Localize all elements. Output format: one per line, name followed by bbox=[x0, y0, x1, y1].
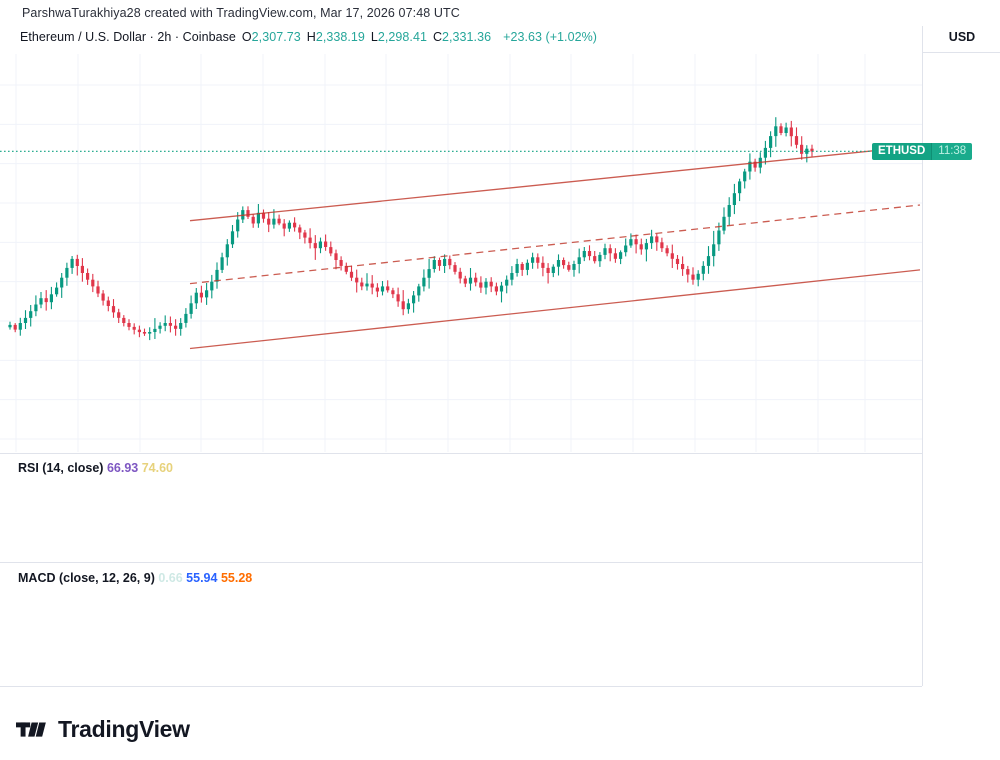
price-scale-currency: USD bbox=[948, 30, 976, 44]
macd-title: MACD (close, 12, 26, 9) bbox=[18, 571, 155, 585]
macd-value: 55.94 bbox=[186, 571, 218, 585]
high-key: H bbox=[306, 30, 316, 44]
tradingview-wordmark: TradingView bbox=[58, 716, 190, 742]
rsi-value: 66.93 bbox=[106, 461, 139, 475]
rsi-ma-value: 74.60 bbox=[141, 461, 173, 475]
close-key: C bbox=[432, 30, 443, 44]
rsi-title: RSI (14, close) bbox=[18, 461, 104, 475]
price-pane bbox=[0, 54, 922, 452]
symbol-description: Ethereum / U.S. Dollar · 2h · Coinbase bbox=[20, 30, 236, 44]
price-chart-svg bbox=[0, 54, 922, 452]
rsi-pane-divider bbox=[0, 453, 922, 454]
close-value: 2,331.36 bbox=[442, 30, 492, 44]
chart-legend: Ethereum / U.S. Dollar · 2h · Coinbase O2… bbox=[20, 30, 597, 44]
attribution-text: ParshwaTurakhiya28 created with TradingV… bbox=[22, 6, 460, 20]
change-value: +23.63 (+1.02%) bbox=[503, 30, 597, 44]
macd-title-row: MACD (close, 12, 26, 9) 0.66 55.94 55.28 bbox=[18, 571, 252, 585]
low-key: L bbox=[370, 30, 378, 44]
macd-pane-divider bbox=[0, 562, 922, 563]
high-value: 2,338.19 bbox=[315, 30, 365, 44]
open-value: 2,307.73 bbox=[251, 30, 301, 44]
footer-branding: TradingView bbox=[16, 716, 190, 743]
price-tag-symbol: ETHUSD bbox=[872, 142, 932, 160]
time-axis[interactable] bbox=[0, 686, 922, 712]
open-key: O bbox=[241, 30, 252, 44]
last-price-symbol-tag: ETHUSD 11:38 bbox=[872, 142, 973, 160]
macd-hist-value: 0.66 bbox=[158, 571, 183, 585]
low-value: 2,298.41 bbox=[377, 30, 427, 44]
price-scale-header-divider bbox=[923, 52, 1000, 53]
tradingview-logo-icon bbox=[16, 721, 46, 737]
rsi-title-row: RSI (14, close) 66.93 74.60 bbox=[18, 461, 173, 475]
macd-signal-value: 55.28 bbox=[220, 571, 253, 585]
price-tag-time: 11:38 bbox=[931, 142, 973, 160]
price-scale[interactable]: USD bbox=[922, 26, 1000, 686]
